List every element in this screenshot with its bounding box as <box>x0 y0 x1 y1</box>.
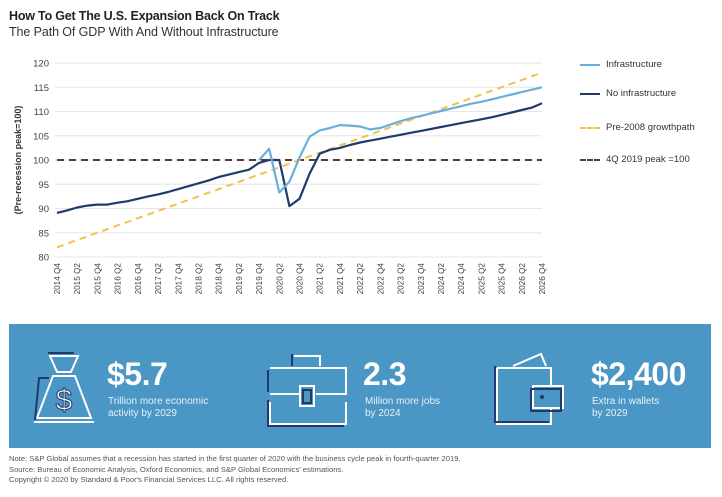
stat-wallets: $2,400 Extra in wallets by 2029 <box>489 324 711 448</box>
y-tick-label: 120 <box>33 59 49 70</box>
y-axis-ticks: 80 85 90 95 100 105 110 115 120 <box>33 59 49 264</box>
stat-description: Extra in wallets by 2029 <box>592 396 722 420</box>
x-tick-label: 2018 Q4 <box>215 263 224 295</box>
stat-description: Trillion more economic activity by 2029 <box>108 396 248 420</box>
x-tick-label: 2017 Q4 <box>174 263 183 295</box>
legend-item-peak: 4Q 2019 peak =100 <box>580 154 690 165</box>
series-lines <box>56 71 543 249</box>
chart-title: How To Get The U.S. Expansion Back On Tr… <box>9 9 280 23</box>
legend-swatch-no-infrastructure <box>580 92 600 95</box>
note-text: Note: S&P Global assumes that a recessio… <box>9 454 461 463</box>
stat-economic-activity: $ $5.7 Trillion more economic activity b… <box>9 324 249 448</box>
x-tick-label: 2026 Q4 <box>538 263 547 295</box>
stat-value: $5.7 <box>107 356 168 392</box>
x-tick-label: 2021 Q4 <box>336 263 345 295</box>
y-tick-label: 90 <box>38 204 49 215</box>
stat-value: $2,400 <box>591 356 686 392</box>
x-tick-label: 2024 Q2 <box>437 263 446 295</box>
x-tick-label: 2018 Q2 <box>194 263 203 295</box>
chart-subtitle: The Path Of GDP With And Without Infrast… <box>9 25 279 39</box>
briefcase-icon <box>267 354 347 427</box>
x-tick-label: 2025 Q2 <box>477 263 486 295</box>
x-tick-label: 2019 Q4 <box>255 263 264 295</box>
legend-label: 4Q 2019 peak =100 <box>606 154 690 165</box>
x-tick-label: 2021 Q2 <box>316 263 325 295</box>
legend-label: Infrastructure <box>606 59 662 70</box>
stat-desc-line: by 2029 <box>592 408 628 419</box>
x-tick-label: 2019 Q2 <box>235 263 244 295</box>
legend-item-infrastructure: Infrastructure <box>580 59 662 70</box>
x-tick-label: 2016 Q2 <box>114 263 123 295</box>
footnotes: Note: S&P Global assumes that a recessio… <box>9 454 461 486</box>
x-tick-label: 2024 Q4 <box>457 263 466 295</box>
x-tick-label: 2026 Q2 <box>518 263 527 295</box>
y-tick-label: 105 <box>33 131 49 142</box>
copyright-text: Copyright © 2020 by Standard & Poor's Fi… <box>9 475 289 484</box>
x-tick-label: 2015 Q4 <box>93 263 102 295</box>
x-tick-label: 2025 Q4 <box>498 263 507 295</box>
source-text: Source: Bureau of Economic Analysis, Oxf… <box>9 464 344 474</box>
legend-swatch-peak <box>580 158 600 161</box>
y-tick-label: 80 <box>38 253 49 264</box>
legend-swatch-infrastructure <box>580 63 600 66</box>
legend-item-no-infrastructure: No infrastructure <box>580 88 676 99</box>
x-tick-label: 2022 Q2 <box>356 263 365 295</box>
legend-swatch-pre-2008 <box>580 126 600 129</box>
money-bag-icon: $ <box>34 352 94 423</box>
x-tick-label: 2020 Q2 <box>275 263 284 295</box>
x-tick-label: 2014 Q4 <box>53 263 62 295</box>
svg-text:$: $ <box>56 384 73 417</box>
y-axis-label: (Pre-recession peak=100) <box>13 106 23 215</box>
series-line-no-infrastructure <box>56 102 543 214</box>
x-tick-label: 2023 Q2 <box>397 263 406 295</box>
stat-value: 2.3 <box>363 356 406 392</box>
y-tick-label: 115 <box>34 83 49 94</box>
x-tick-label: 2015 Q2 <box>73 263 82 295</box>
legend-item-pre-2008: Pre-2008 growthpath <box>580 122 695 133</box>
stat-jobs: 2.3 Million more jobs by 2024 <box>259 324 489 448</box>
y-tick-label: 110 <box>34 107 49 118</box>
stat-description: Million more jobs by 2024 <box>365 396 505 420</box>
stat-desc-line: Trillion more economic <box>108 396 209 407</box>
stat-desc-line: by 2024 <box>365 408 401 419</box>
x-tick-label: 2020 Q4 <box>296 263 305 295</box>
stat-desc-line: Million more jobs <box>365 396 441 407</box>
legend-label: No infrastructure <box>606 88 677 99</box>
stat-desc-line: Extra in wallets <box>592 396 660 407</box>
y-tick-label: 100 <box>33 156 49 167</box>
legend-label: Pre-2008 growthpath <box>606 122 695 133</box>
x-axis-ticks: 2014 Q4 2015 Q2 2015 Q4 2016 Q2 2016 Q4 2017 … <box>53 263 547 295</box>
stat-desc-line: activity by 2029 <box>108 408 177 419</box>
y-tick-label: 95 <box>38 180 49 191</box>
series-line-infrastructure <box>258 86 543 194</box>
stats-panel: $ $5.7 Trillion more economic activity b… <box>9 324 711 448</box>
x-tick-label: 2022 Q4 <box>376 263 385 295</box>
x-tick-label: 2023 Q4 <box>417 263 426 295</box>
wallet-icon <box>494 352 564 425</box>
y-tick-label: 85 <box>38 228 49 239</box>
x-tick-label: 2017 Q2 <box>154 263 163 295</box>
x-tick-label: 2016 Q4 <box>134 263 143 295</box>
